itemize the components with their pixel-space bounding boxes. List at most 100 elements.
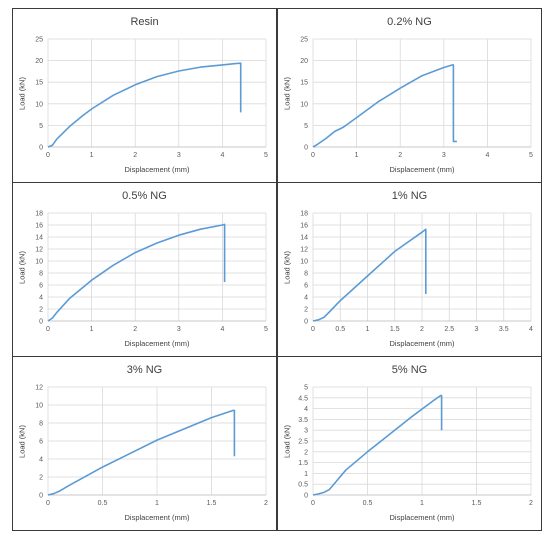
- y-tick-label: 25: [35, 37, 43, 44]
- x-axis-label: Displacement (mm): [389, 339, 455, 348]
- x-tick-label: 2.5: [444, 326, 454, 333]
- x-tick-label: 2: [420, 326, 424, 333]
- x-tick-label: 1: [90, 326, 94, 333]
- x-tick-label: 3: [475, 326, 479, 333]
- x-tick-label: 1.5: [472, 500, 482, 507]
- x-tick-label: 1: [90, 152, 94, 159]
- x-tick-label: 0: [46, 152, 50, 159]
- x-tick-label: 1: [355, 152, 359, 159]
- y-tick-label: 8: [39, 421, 43, 428]
- x-tick-label: 3.5: [499, 326, 509, 333]
- load-displacement-curve: [312, 228, 427, 322]
- chart-plot: 0 0.5 1 1.5 2 2.5 3 3.5 4 0 2 4 6 8 10 12 14 16 18: [300, 211, 533, 334]
- y-tick-label: 4: [304, 406, 308, 413]
- chart-plot: 0 0.5 1 1.5 2 0 0.5 1 1.5 2 2.5 3 3.5 4 4.5 5: [298, 385, 533, 508]
- y-tick-label: 2.5: [298, 439, 308, 446]
- y-tick-label: 2: [304, 449, 308, 456]
- y-axis-label: Load (kN): [17, 251, 27, 284]
- y-axis-label: Load (kN): [282, 251, 292, 284]
- x-tick-label: 3: [177, 326, 181, 333]
- chart-panel: Resin 0 1 2 3 4 5 0 5 10 15 20 25 Displacement (mm) Lo…: [12, 8, 277, 183]
- y-tick-label: 5: [39, 123, 43, 130]
- x-tick-label: 1.5: [207, 500, 217, 507]
- y-tick-label: 6: [39, 439, 43, 446]
- x-tick-label: 0.5: [335, 326, 345, 333]
- y-tick-label: 18: [35, 211, 43, 218]
- y-tick-label: 15: [300, 80, 308, 87]
- y-tick-label: 12: [35, 385, 43, 392]
- y-tick-label: 0.5: [298, 482, 308, 489]
- y-tick-label: 16: [300, 223, 308, 230]
- load-displacement-curve: [47, 62, 242, 148]
- chart-title: 3% NG: [126, 364, 163, 376]
- y-tick-label: 3.5: [298, 417, 308, 424]
- chart-title: 0.5% NG: [122, 190, 167, 202]
- x-tick-label: 0.5: [363, 500, 373, 507]
- x-tick-label: 2: [529, 500, 533, 507]
- x-tick-label: 3: [442, 152, 446, 159]
- y-tick-label: 14: [35, 235, 43, 242]
- y-tick-label: 16: [35, 223, 43, 230]
- y-tick-label: 4: [39, 457, 43, 464]
- y-axis-label: Load (kN): [17, 77, 27, 110]
- x-axis-label: Displacement (mm): [389, 513, 455, 522]
- x-tick-label: 4: [529, 326, 533, 333]
- y-tick-label: 1.5: [298, 460, 308, 467]
- x-tick-label: 4: [485, 152, 489, 159]
- y-tick-label: 10: [35, 403, 43, 410]
- load-displacement-curve: [312, 394, 443, 496]
- y-tick-label: 2: [39, 475, 43, 482]
- y-tick-label: 14: [300, 235, 308, 242]
- y-tick-label: 4: [39, 295, 43, 302]
- y-tick-label: 10: [35, 259, 43, 266]
- y-tick-label: 8: [304, 271, 308, 278]
- y-tick-label: 10: [300, 259, 308, 266]
- y-tick-label: 10: [300, 101, 308, 108]
- y-tick-label: 12: [35, 247, 43, 254]
- chart-panel: 1% NG 0 0.5 1 1.5 2 2.5 3 3.5 4 0 2 4 6 8 10 12 14 16 18 Dis…: [277, 182, 542, 357]
- chart-panel: 5% NG 0 0.5 1 1.5 2 0 0.5 1 1.5 2 2.5 3 3.5 4 4.5 5 Displ…: [277, 356, 542, 531]
- y-tick-label: 5: [304, 123, 308, 130]
- y-axis-label: Load (kN): [282, 425, 292, 458]
- x-tick-label: 0: [311, 326, 315, 333]
- y-tick-label: 3: [304, 428, 308, 435]
- x-axis-label: Displacement (mm): [124, 339, 190, 348]
- y-tick-label: 1: [304, 471, 308, 478]
- y-axis-label: Load (kN): [17, 425, 27, 458]
- y-tick-label: 18: [300, 211, 308, 218]
- y-tick-label: 12: [300, 247, 308, 254]
- chart-panel: 0.2% NG 0 1 2 3 4 5 0 5 10 15 20 25 Displacement (mm)…: [277, 8, 542, 183]
- x-tick-label: 1: [155, 500, 159, 507]
- chart-panel: 3% NG 0 0.5 1 1.5 2 0 2 4 6 8 10 12 Displacement (mm)…: [12, 356, 277, 531]
- x-tick-label: 0: [311, 500, 315, 507]
- y-tick-label: 6: [304, 283, 308, 290]
- y-tick-label: 0: [304, 319, 308, 326]
- chart-plot: 0 1 2 3 4 5 0 5 10 15 20 25: [35, 37, 268, 160]
- x-tick-label: 0: [46, 326, 50, 333]
- x-tick-label: 0.5: [98, 500, 108, 507]
- y-tick-label: 0: [39, 493, 43, 500]
- x-tick-label: 1: [366, 326, 370, 333]
- x-tick-label: 1.5: [390, 326, 400, 333]
- y-tick-label: 4: [304, 295, 308, 302]
- chart-title: Resin: [130, 16, 159, 28]
- y-tick-label: 2: [304, 307, 308, 314]
- y-tick-label: 25: [300, 37, 308, 44]
- x-tick-label: 0: [311, 152, 315, 159]
- chart-plot: 0 1 2 3 4 5 0 5 10 15 20 25: [300, 37, 533, 160]
- y-tick-label: 20: [35, 58, 43, 65]
- x-tick-label: 1: [420, 500, 424, 507]
- y-tick-label: 5: [304, 385, 308, 392]
- x-tick-label: 2: [133, 152, 137, 159]
- chart-panel: 0.5% NG 0 1 2 3 4 5 0 2 4 6 8 10 12 14 16 18 Displacement…: [12, 182, 277, 357]
- y-tick-label: 0: [304, 493, 308, 500]
- x-tick-label: 2: [398, 152, 402, 159]
- load-displacement-curve: [47, 223, 226, 322]
- x-tick-label: 5: [529, 152, 533, 159]
- x-axis-label: Displacement (mm): [389, 165, 455, 174]
- y-tick-label: 20: [300, 58, 308, 65]
- x-tick-label: 4: [220, 326, 224, 333]
- y-tick-label: 2: [39, 307, 43, 314]
- load-displacement-curve: [312, 64, 457, 148]
